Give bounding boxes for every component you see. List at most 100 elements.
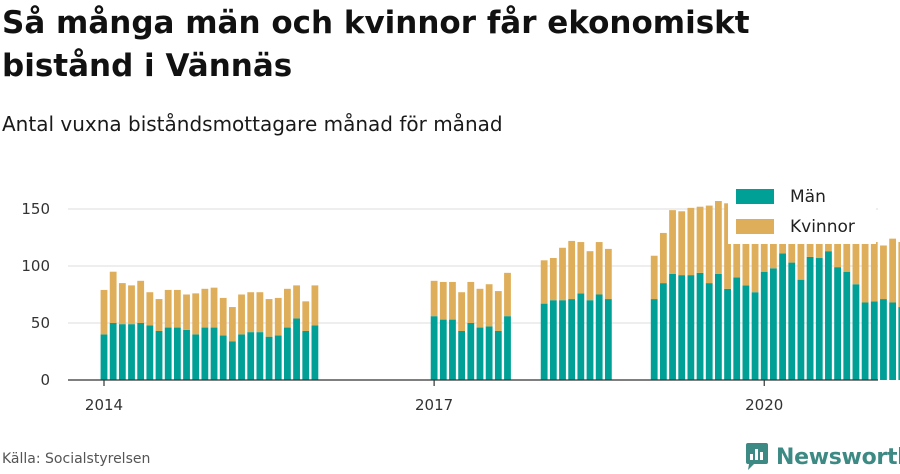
bar-men xyxy=(733,277,741,380)
bar-kvinnor xyxy=(201,288,209,328)
bar-kvinnor xyxy=(742,209,750,286)
bar-kvinnor xyxy=(687,207,695,276)
bar-kvinnor xyxy=(173,289,181,328)
bar-kvinnor xyxy=(889,238,897,303)
bar-men xyxy=(714,273,722,380)
bar-men xyxy=(210,327,218,380)
bar-men xyxy=(219,335,227,380)
bar-men xyxy=(228,341,236,380)
y-tick-label: 0 xyxy=(40,371,50,389)
bar-men xyxy=(650,299,658,380)
bar-kvinnor xyxy=(494,291,502,331)
bar-men xyxy=(155,330,163,380)
bar-kvinnor xyxy=(109,271,117,323)
bar-kvinnor xyxy=(476,288,484,328)
bar-kvinnor xyxy=(118,283,126,325)
bar-kvinnor xyxy=(705,205,713,284)
bar-men xyxy=(861,302,869,380)
bar-men xyxy=(439,319,447,380)
bar-men xyxy=(659,283,667,380)
bar-men xyxy=(494,330,502,380)
bar-kvinnor xyxy=(137,280,145,323)
bar-kvinnor xyxy=(274,297,282,336)
bar-men xyxy=(696,272,704,380)
bar-men xyxy=(265,336,273,380)
bar-men xyxy=(284,327,291,380)
bar-kvinnor xyxy=(265,299,273,337)
bar-men xyxy=(779,253,786,380)
bar-men xyxy=(880,299,887,380)
bar-men xyxy=(870,301,878,380)
bar-kvinnor xyxy=(302,301,310,331)
bar-kvinnor xyxy=(898,242,900,308)
bar-kvinnor xyxy=(256,292,264,333)
bar-kvinnor xyxy=(146,292,154,326)
bar-kvinnor xyxy=(586,251,594,301)
bar-men xyxy=(577,293,585,380)
bar-men xyxy=(604,299,612,380)
source-note: Källa: Socialstyrelsen xyxy=(2,451,151,467)
bar-kvinnor xyxy=(650,255,658,300)
bar-kvinnor xyxy=(724,203,731,289)
bar-men xyxy=(678,275,686,380)
bar-kvinnor xyxy=(485,284,493,327)
bar-kvinnor xyxy=(219,297,227,336)
bar-kvinnor xyxy=(430,280,438,317)
bar-kvinnor xyxy=(559,247,566,301)
y-tick-label: 150 xyxy=(21,200,50,218)
bar-kvinnor xyxy=(669,210,676,274)
bar-kvinnor xyxy=(192,293,200,335)
legend-swatch-men xyxy=(736,189,774,204)
bar-men xyxy=(118,324,126,380)
newsworthy-logo: Newsworthy xyxy=(744,442,900,472)
bar-kvinnor xyxy=(449,281,456,320)
bar-men xyxy=(586,300,594,380)
bar-men xyxy=(274,335,282,380)
bar-men xyxy=(559,300,566,380)
bar-men xyxy=(476,327,484,380)
legend-swatch-kvinnor xyxy=(736,219,774,234)
bar-men xyxy=(549,300,557,380)
bar-men xyxy=(825,251,832,380)
bar-men xyxy=(238,334,245,380)
bar-men xyxy=(183,329,190,380)
bar-kvinnor xyxy=(568,240,576,300)
bar-men xyxy=(192,334,200,380)
bar-men xyxy=(770,268,777,380)
bar-men xyxy=(137,323,145,380)
bar-men xyxy=(687,275,695,380)
bar-kvinnor xyxy=(696,206,704,273)
bar-men xyxy=(146,325,154,380)
legend-label-kvinnor: Kvinnor xyxy=(790,217,855,237)
bar-men xyxy=(669,273,676,380)
bar-men xyxy=(109,323,117,380)
x-tick-label: 2017 xyxy=(415,396,453,414)
bar-kvinnor xyxy=(595,242,603,295)
bar-men xyxy=(760,271,768,380)
bar-kvinnor xyxy=(678,211,686,276)
bar-men xyxy=(751,292,759,380)
bar-kvinnor xyxy=(128,285,135,325)
legend-label-men: Män xyxy=(790,187,826,207)
bar-kvinnor xyxy=(439,281,447,320)
bar-men xyxy=(843,271,851,380)
bar-kvinnor xyxy=(861,239,869,303)
bar-men xyxy=(797,279,805,380)
bar-kvinnor xyxy=(870,242,878,302)
bar-men xyxy=(458,330,466,380)
y-tick-label: 100 xyxy=(21,257,50,275)
stacked-bar-chart: 0501001502014201720202022MänKvinnor xyxy=(21,187,900,414)
bar-men xyxy=(201,327,209,380)
bar-men xyxy=(173,327,181,380)
bar-men xyxy=(128,324,135,380)
bar-men xyxy=(247,332,255,380)
bar-men xyxy=(815,258,823,380)
bar-men xyxy=(724,288,731,380)
bar-kvinnor xyxy=(183,294,190,330)
bar-men xyxy=(293,318,300,380)
bar-men xyxy=(504,316,511,380)
bar-kvinnor xyxy=(458,292,466,331)
bar-men xyxy=(302,330,310,380)
bar-kvinnor xyxy=(659,232,667,284)
bar-men xyxy=(742,285,750,380)
